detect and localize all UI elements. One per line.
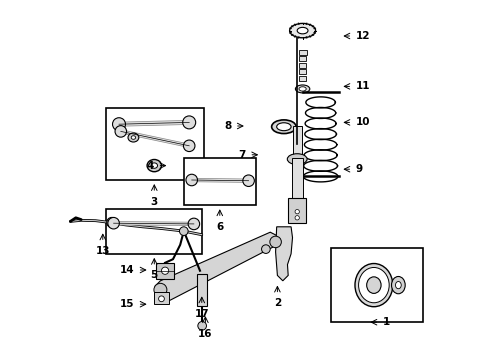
Circle shape [115, 126, 126, 137]
Ellipse shape [395, 282, 401, 289]
Ellipse shape [299, 87, 306, 91]
Bar [293, 126, 302, 158]
Bar [106, 209, 202, 254]
Bar [292, 158, 303, 202]
Ellipse shape [277, 123, 291, 131]
Text: 15: 15 [120, 299, 134, 309]
Ellipse shape [131, 136, 136, 139]
Polygon shape [155, 232, 281, 301]
Polygon shape [275, 227, 293, 281]
Bar [298, 50, 307, 55]
Text: 14: 14 [120, 265, 134, 275]
Text: 1: 1 [383, 317, 390, 327]
Bar [331, 248, 423, 322]
Ellipse shape [290, 23, 316, 38]
Ellipse shape [271, 120, 296, 134]
Ellipse shape [151, 163, 157, 168]
Circle shape [262, 245, 270, 253]
Bar [156, 263, 174, 279]
Text: 6: 6 [216, 222, 223, 232]
Circle shape [186, 174, 197, 186]
Circle shape [110, 220, 114, 225]
Ellipse shape [355, 264, 393, 307]
Text: 8: 8 [224, 121, 232, 131]
Circle shape [183, 140, 195, 152]
Circle shape [183, 116, 196, 129]
Ellipse shape [159, 296, 164, 302]
Circle shape [154, 283, 167, 296]
Ellipse shape [128, 133, 139, 142]
Text: 17: 17 [195, 309, 209, 319]
Circle shape [295, 216, 299, 220]
Ellipse shape [295, 85, 310, 93]
Circle shape [270, 236, 281, 248]
Bar [299, 56, 306, 61]
Bar [184, 158, 256, 205]
Text: 5: 5 [150, 270, 158, 280]
Text: 3: 3 [150, 197, 158, 207]
Bar [299, 63, 306, 68]
Ellipse shape [392, 276, 405, 294]
Ellipse shape [367, 277, 381, 293]
Text: 11: 11 [356, 81, 370, 91]
Ellipse shape [147, 159, 162, 172]
Bar [106, 108, 204, 180]
Text: 4: 4 [147, 161, 154, 171]
Circle shape [113, 118, 125, 131]
Bar [299, 69, 306, 74]
Circle shape [108, 217, 120, 229]
Text: 9: 9 [356, 164, 363, 174]
Ellipse shape [162, 267, 169, 274]
Bar [288, 198, 306, 223]
Circle shape [188, 218, 199, 230]
Circle shape [107, 217, 117, 228]
Text: 12: 12 [356, 31, 370, 41]
Ellipse shape [297, 27, 308, 34]
Text: 13: 13 [96, 246, 110, 256]
Circle shape [243, 175, 254, 186]
Circle shape [198, 321, 206, 330]
Ellipse shape [287, 154, 307, 165]
Ellipse shape [359, 267, 389, 303]
Circle shape [179, 227, 188, 235]
Text: 10: 10 [356, 117, 370, 127]
Text: 2: 2 [274, 298, 281, 308]
Bar [299, 76, 306, 81]
Bar [153, 292, 170, 304]
Text: 16: 16 [198, 329, 213, 339]
Circle shape [295, 210, 299, 214]
Bar [197, 274, 207, 306]
Text: 7: 7 [239, 150, 246, 160]
